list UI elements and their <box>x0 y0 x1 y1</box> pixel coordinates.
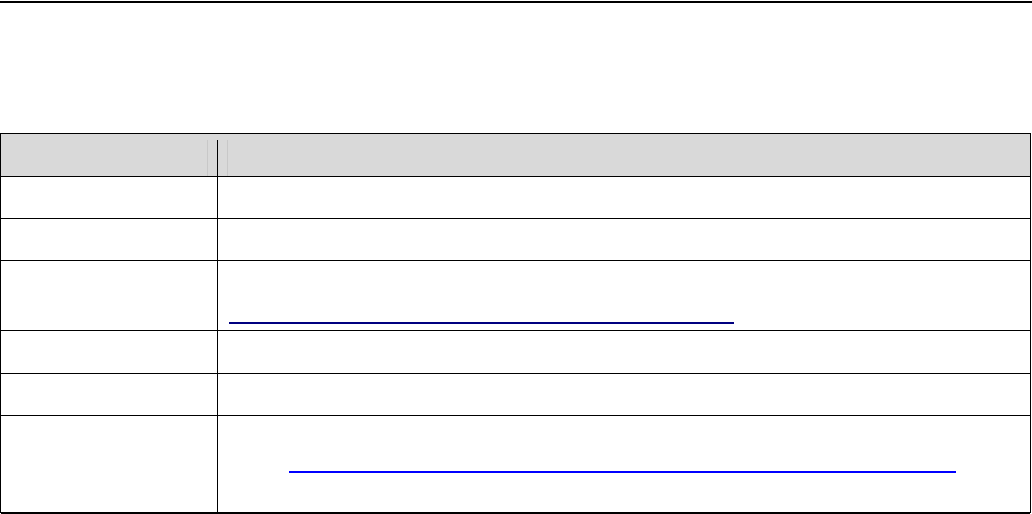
table-header-row <box>1 134 1030 177</box>
table-row <box>1 373 1030 416</box>
table-row <box>1 330 1030 374</box>
header-column-divider <box>217 140 218 176</box>
header-separator <box>207 140 208 176</box>
column-divider <box>217 176 218 512</box>
table-row <box>1 218 1030 261</box>
hyperlink[interactable] <box>229 322 734 324</box>
header-separator <box>227 140 228 176</box>
hyperlink[interactable] <box>289 471 956 473</box>
table-row <box>1 260 1030 331</box>
table-row <box>1 415 1030 514</box>
table-row <box>1 176 1030 219</box>
document-table <box>0 133 1031 514</box>
top-rule <box>0 1 1032 3</box>
